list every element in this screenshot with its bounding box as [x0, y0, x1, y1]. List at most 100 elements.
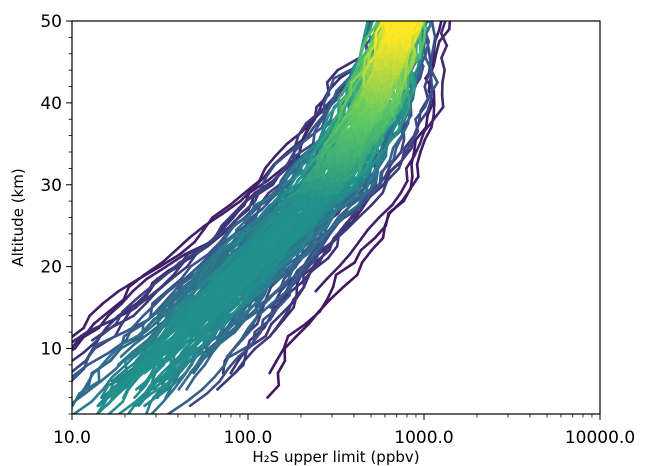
profile-segment	[341, 167, 352, 182]
profile-segment	[373, 224, 388, 240]
profile-segment	[114, 310, 124, 326]
profile-segment	[354, 93, 365, 109]
profile-segment	[223, 351, 232, 367]
profile-segment	[315, 158, 323, 174]
profile-segment	[233, 359, 246, 375]
profile-segment	[86, 351, 111, 367]
profile-segment	[224, 306, 230, 322]
profile-segment	[334, 261, 357, 277]
profile-segment	[193, 338, 199, 354]
profile-segment	[366, 183, 383, 199]
profile-segment	[174, 314, 184, 330]
profile-segment	[341, 273, 359, 289]
profile-segment	[359, 236, 377, 252]
profile-segment	[302, 158, 314, 174]
profile-segment	[339, 150, 357, 166]
profile-segment	[145, 400, 153, 414]
profile-segment	[423, 85, 430, 101]
profile-segment	[362, 56, 368, 72]
profile-segment	[116, 351, 134, 367]
profile-segment	[261, 306, 280, 322]
profile-segment	[393, 44, 405, 60]
profile-segment	[110, 367, 128, 383]
profile-segment	[362, 138, 375, 154]
profile-segment	[419, 138, 427, 154]
profile-segment	[298, 228, 313, 244]
profile-segment	[309, 187, 322, 203]
profile-segment	[412, 142, 422, 158]
profile-segment	[399, 138, 406, 154]
profile-segment	[317, 228, 332, 244]
profile-segment	[127, 273, 146, 289]
profile-segment	[333, 224, 346, 240]
profile-segment	[355, 261, 364, 277]
profile-segment	[296, 203, 316, 219]
profile-segment	[353, 142, 359, 158]
profile-segment	[313, 240, 324, 256]
profile-segment	[239, 326, 250, 342]
profile-segment	[273, 187, 290, 203]
profile-segment	[377, 203, 394, 219]
profile-segment	[266, 224, 281, 240]
x-tick-label: 1000.0	[394, 428, 453, 448]
profile-segment	[122, 322, 145, 338]
profile-segment	[155, 334, 176, 350]
profile-segment	[328, 285, 345, 301]
profile-segment	[438, 21, 443, 31]
profile-segment	[134, 347, 149, 363]
profile-segment	[150, 351, 166, 367]
profile-segment	[220, 212, 236, 227]
profile-segment	[72, 359, 88, 374]
profile-segment	[220, 253, 236, 268]
profile-segment	[199, 261, 212, 277]
profile-segment	[178, 326, 195, 342]
profile-segment	[369, 175, 376, 191]
profile-segment	[183, 334, 200, 350]
profile-segment	[304, 126, 324, 141]
profile-segment	[168, 310, 183, 326]
profile-segment	[439, 21, 447, 35]
profile-segment	[130, 338, 149, 354]
profile-segment	[447, 21, 452, 31]
profile-segment	[192, 298, 206, 314]
profile-segment	[97, 367, 101, 383]
profile-segment	[415, 163, 420, 178]
profile-segment	[404, 167, 409, 182]
profile-segment	[209, 338, 224, 354]
profile-segment	[376, 40, 388, 56]
profile-segment	[408, 175, 420, 191]
profile-segment	[348, 68, 362, 84]
profile-segment	[276, 203, 294, 219]
profile-segment	[403, 134, 416, 150]
profile-segment	[264, 265, 275, 281]
profile-segment	[358, 101, 373, 117]
profile-segment	[180, 310, 196, 326]
profile-segment	[406, 109, 412, 125]
profile-segment	[277, 310, 289, 326]
profile-segment	[266, 273, 287, 289]
profile-segment	[203, 314, 216, 330]
profile-segment	[343, 138, 351, 154]
profile-segment	[210, 265, 224, 281]
profile-segment	[263, 240, 278, 256]
profile-segment	[255, 240, 274, 256]
profile-segment	[366, 216, 381, 232]
profile-segment	[406, 40, 416, 56]
profile-segment	[244, 208, 264, 223]
profile-segment	[104, 314, 120, 330]
profile-segment	[360, 249, 373, 264]
profile-segment	[121, 298, 138, 314]
profile-segment	[362, 167, 373, 182]
profile-segment	[343, 93, 354, 109]
profile-segment	[390, 191, 403, 207]
profile-segment	[277, 240, 295, 256]
profile-segment	[409, 130, 420, 146]
profile-segment	[335, 179, 347, 195]
profile-segment	[296, 122, 308, 137]
x-tick-label: 10000.0	[565, 428, 635, 448]
profile-segment	[362, 85, 368, 101]
profile-segment	[172, 343, 182, 359]
profile-segment	[232, 199, 247, 215]
profile-segment	[369, 101, 384, 117]
